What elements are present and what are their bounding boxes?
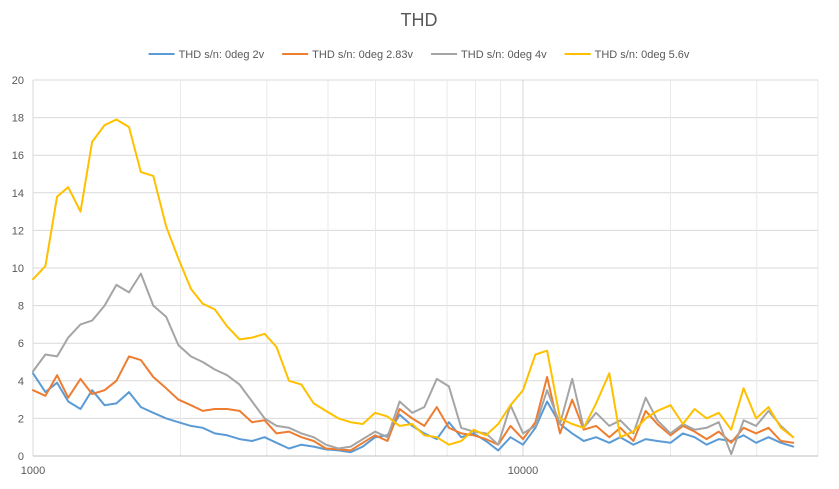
legend-item: THD s/n: 0deg 2v [148, 49, 265, 61]
y-tick-label: 4 [18, 376, 24, 388]
legend-item: THD s/n: 0deg 4v [431, 49, 547, 61]
y-tick-label: 14 [12, 188, 24, 200]
y-tick-label: 12 [12, 225, 24, 237]
y-tick-label: 0 [18, 451, 24, 463]
legend-label: THD s/n: 0deg 4v [461, 49, 547, 61]
series-line-3 [32, 272, 795, 456]
legend-item: THD s/n: 0deg 5.6v [564, 49, 690, 61]
legend: THD s/n: 0deg 2v THD s/n: 0deg 2.83v THD s… [148, 49, 690, 61]
series-line-1 [32, 372, 795, 454]
grid [32, 79, 819, 456]
y-tick-label: 20 [12, 75, 24, 87]
x-tick-label: 1000 [21, 465, 45, 477]
series-lines [32, 118, 795, 456]
series-line-2 [32, 355, 795, 452]
axes: 0 2 4 6 8 10 12 14 16 18 20 1000 10000 [12, 75, 818, 477]
legend-label: THD s/n: 0deg 2.83v [312, 49, 413, 61]
y-tick-label: 18 [12, 113, 24, 125]
chart-title: THD [401, 10, 438, 30]
y-tick-label: 16 [12, 150, 24, 162]
y-tick-label: 10 [12, 263, 24, 275]
y-tick-label: 8 [18, 301, 24, 313]
legend-label: THD s/n: 0deg 2v [179, 49, 265, 61]
y-tick-label: 6 [18, 338, 24, 350]
legend-item: THD s/n: 0deg 2.83v [282, 49, 414, 61]
x-tick-label: 10000 [508, 465, 539, 477]
series-line-4 [32, 118, 795, 446]
legend-label: THD s/n: 0deg 5.6v [595, 49, 690, 61]
y-tick-label: 2 [18, 413, 24, 425]
